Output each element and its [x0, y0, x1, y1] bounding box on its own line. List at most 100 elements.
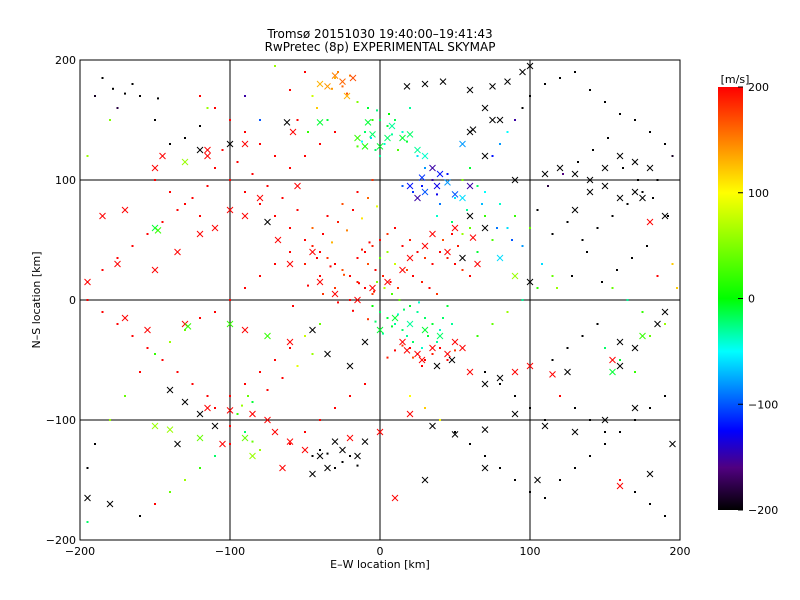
dot-marker [154, 503, 156, 505]
dot-marker [431, 323, 434, 325]
x-marker [376, 428, 384, 436]
dot-marker [161, 359, 164, 361]
x-marker-stroke [586, 188, 594, 196]
x-marker-stroke [331, 438, 339, 445]
dot-marker [184, 203, 186, 205]
dot-marker [116, 107, 119, 109]
dot-marker [326, 452, 329, 455]
dot-marker [346, 229, 348, 232]
x-marker [549, 371, 556, 378]
colorbar: [m/s] 200 100 0 −100 −200 [718, 73, 778, 517]
x-marker [286, 260, 294, 268]
x-marker-stroke [406, 254, 414, 262]
x-marker [241, 140, 249, 148]
dot-marker [304, 71, 306, 73]
dot-marker [389, 281, 392, 283]
x-marker-stroke [429, 164, 436, 172]
dot-marker [656, 275, 659, 277]
x-marker [534, 476, 541, 484]
x-marker [586, 188, 594, 196]
dot-marker [229, 299, 231, 301]
y-tick-label: 0 [69, 294, 76, 307]
x-marker [451, 431, 459, 438]
x-marker-stroke [601, 164, 609, 172]
x-marker [294, 182, 301, 190]
x-marker [151, 164, 159, 172]
x-marker [414, 350, 421, 358]
dot-marker [251, 401, 254, 403]
x-marker [421, 80, 429, 88]
x-marker-stroke [469, 234, 477, 241]
dot-marker [451, 323, 453, 325]
dot-marker [664, 143, 666, 145]
dot-marker [371, 119, 374, 121]
x-marker [249, 410, 256, 418]
dot-marker [292, 305, 294, 307]
dot-marker [316, 257, 318, 259]
dot-marker [341, 461, 344, 463]
x-marker [661, 212, 669, 220]
x-marker-stroke [571, 206, 579, 214]
dot-marker [334, 467, 336, 469]
dot-marker [619, 113, 621, 115]
dot-marker [161, 221, 164, 223]
x-marker [354, 452, 361, 460]
x-marker-stroke [616, 338, 624, 346]
x-marker [459, 140, 466, 148]
x-marker [151, 266, 159, 274]
dot-marker [259, 119, 261, 121]
x-marker [459, 344, 466, 352]
x-marker [489, 83, 496, 90]
dot-marker [322, 293, 324, 295]
dot-marker [329, 265, 332, 268]
x-marker [121, 206, 129, 214]
x-marker [181, 398, 189, 406]
dot-marker [436, 341, 438, 343]
dot-marker [379, 257, 381, 259]
x-marker-stroke [511, 410, 519, 418]
dot-marker [439, 251, 441, 253]
dot-marker [626, 203, 629, 205]
x-marker [184, 323, 192, 330]
dot-marker [656, 179, 659, 181]
dot-marker [154, 179, 156, 181]
dot-marker [331, 241, 333, 244]
x-marker [556, 164, 564, 172]
x-marker-stroke [459, 344, 466, 352]
x-marker-stroke [361, 143, 369, 150]
x-marker-stroke [466, 86, 474, 94]
dot-marker [604, 431, 606, 433]
dot-marker [427, 335, 429, 337]
x-marker-stroke [249, 410, 256, 418]
dot-marker [289, 251, 291, 253]
x-marker [631, 404, 639, 412]
x-marker-stroke [451, 338, 459, 346]
x-marker-stroke [459, 140, 466, 148]
dot-marker [304, 155, 306, 157]
dot-marker [424, 359, 426, 361]
dot-marker [356, 145, 359, 148]
x-marker [519, 68, 526, 76]
x-marker [166, 386, 174, 394]
x-marker [316, 452, 324, 460]
x-marker-stroke [121, 314, 129, 322]
dot-marker [536, 209, 539, 211]
dot-marker [356, 257, 359, 259]
x-marker-stroke [519, 68, 526, 76]
dot-marker [431, 353, 434, 355]
x-marker [421, 188, 429, 196]
dot-marker [341, 85, 344, 88]
colorbar-tick-label: −100 [748, 398, 778, 411]
dot-marker [466, 209, 468, 211]
x-marker [364, 119, 372, 126]
x-marker-stroke [669, 440, 676, 448]
x-marker-stroke [616, 152, 624, 160]
dot-marker [634, 491, 636, 493]
x-marker [654, 320, 661, 328]
dot-marker [499, 203, 501, 205]
x-marker-stroke [241, 326, 249, 334]
dot-marker [581, 335, 584, 337]
x-marker [274, 236, 282, 244]
dot-marker [386, 251, 389, 253]
